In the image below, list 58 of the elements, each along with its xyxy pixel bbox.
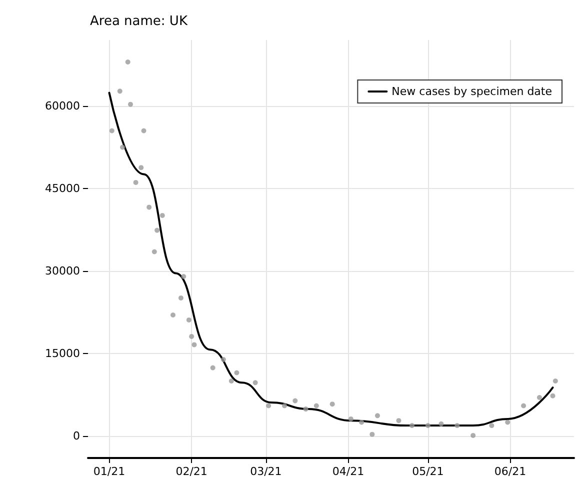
y-tick-label: 30000 xyxy=(45,264,80,278)
point xyxy=(170,312,176,318)
x-tick-label: 05/21 xyxy=(412,465,444,478)
y-tick-label: 60000 xyxy=(45,100,80,112)
x-tick-label: 01/21 xyxy=(93,465,126,478)
point xyxy=(438,421,444,426)
point xyxy=(489,423,494,428)
point xyxy=(160,212,165,218)
point xyxy=(178,295,184,300)
point xyxy=(410,423,414,428)
point xyxy=(109,128,114,134)
point xyxy=(138,165,144,170)
point xyxy=(396,418,402,424)
point xyxy=(154,228,160,233)
point xyxy=(252,380,258,386)
point xyxy=(181,274,186,279)
point xyxy=(189,334,194,339)
point xyxy=(141,128,146,134)
point xyxy=(117,88,122,94)
point xyxy=(374,413,380,418)
point xyxy=(234,370,240,376)
point xyxy=(228,378,234,384)
point xyxy=(146,204,152,210)
point xyxy=(454,423,460,428)
point xyxy=(536,395,542,400)
point xyxy=(425,423,430,428)
y-tick-label: 0 xyxy=(73,430,80,442)
point xyxy=(120,144,126,150)
point xyxy=(470,432,476,438)
legend-label: New cases by specimen date xyxy=(392,85,552,98)
point xyxy=(128,102,133,107)
point xyxy=(125,60,130,64)
point xyxy=(552,378,558,384)
point xyxy=(303,406,308,412)
point xyxy=(550,393,556,398)
y-tick-label: 45000 xyxy=(45,182,80,195)
point xyxy=(282,403,288,408)
point xyxy=(292,398,298,404)
x-tick-label: 02/21 xyxy=(176,465,208,478)
chart-title: Area name: UK xyxy=(90,14,188,29)
point xyxy=(133,180,138,185)
x-tick-label: 03/21 xyxy=(250,465,282,478)
point xyxy=(348,416,354,422)
point xyxy=(186,317,192,322)
point xyxy=(370,432,375,437)
point xyxy=(210,365,216,370)
x-tick-label: 04/21 xyxy=(332,465,364,478)
y-tick-label: 15000 xyxy=(45,347,80,360)
point xyxy=(152,249,157,254)
point xyxy=(505,420,510,425)
point xyxy=(359,420,364,425)
point xyxy=(521,403,526,408)
point xyxy=(192,342,197,348)
point xyxy=(220,357,226,362)
point xyxy=(266,403,272,408)
point xyxy=(314,403,319,408)
point xyxy=(330,402,335,407)
x-tick-label: 06/21 xyxy=(494,465,526,478)
